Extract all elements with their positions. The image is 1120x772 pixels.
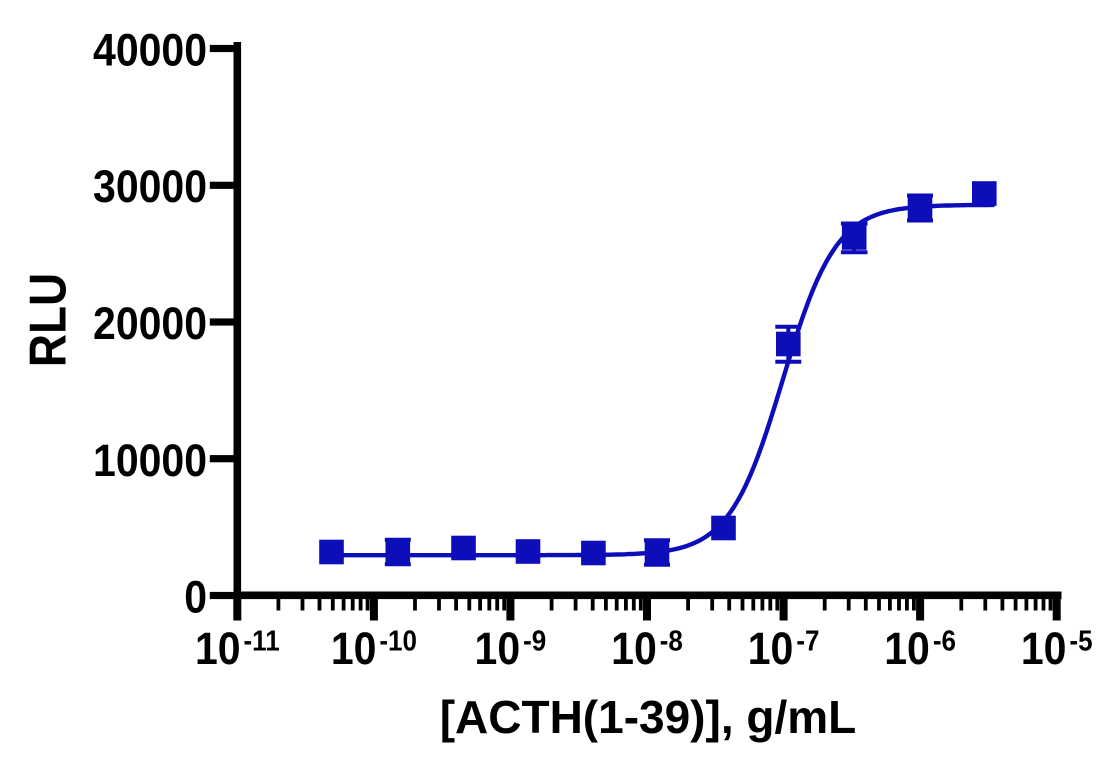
svg-text:10-11: 10 -11 bbox=[195, 624, 280, 674]
svg-text:0: 0 bbox=[184, 573, 207, 623]
svg-text:20000: 20000 bbox=[93, 299, 207, 349]
svg-text:10000: 10000 bbox=[93, 436, 207, 486]
svg-text:30000: 30000 bbox=[93, 162, 207, 212]
svg-text:40000: 40000 bbox=[93, 26, 207, 76]
svg-text:[ACTH(1-39)], g/mL: [ACTH(1-39)], g/mL bbox=[440, 691, 857, 743]
svg-text:RLU: RLU bbox=[20, 273, 77, 368]
